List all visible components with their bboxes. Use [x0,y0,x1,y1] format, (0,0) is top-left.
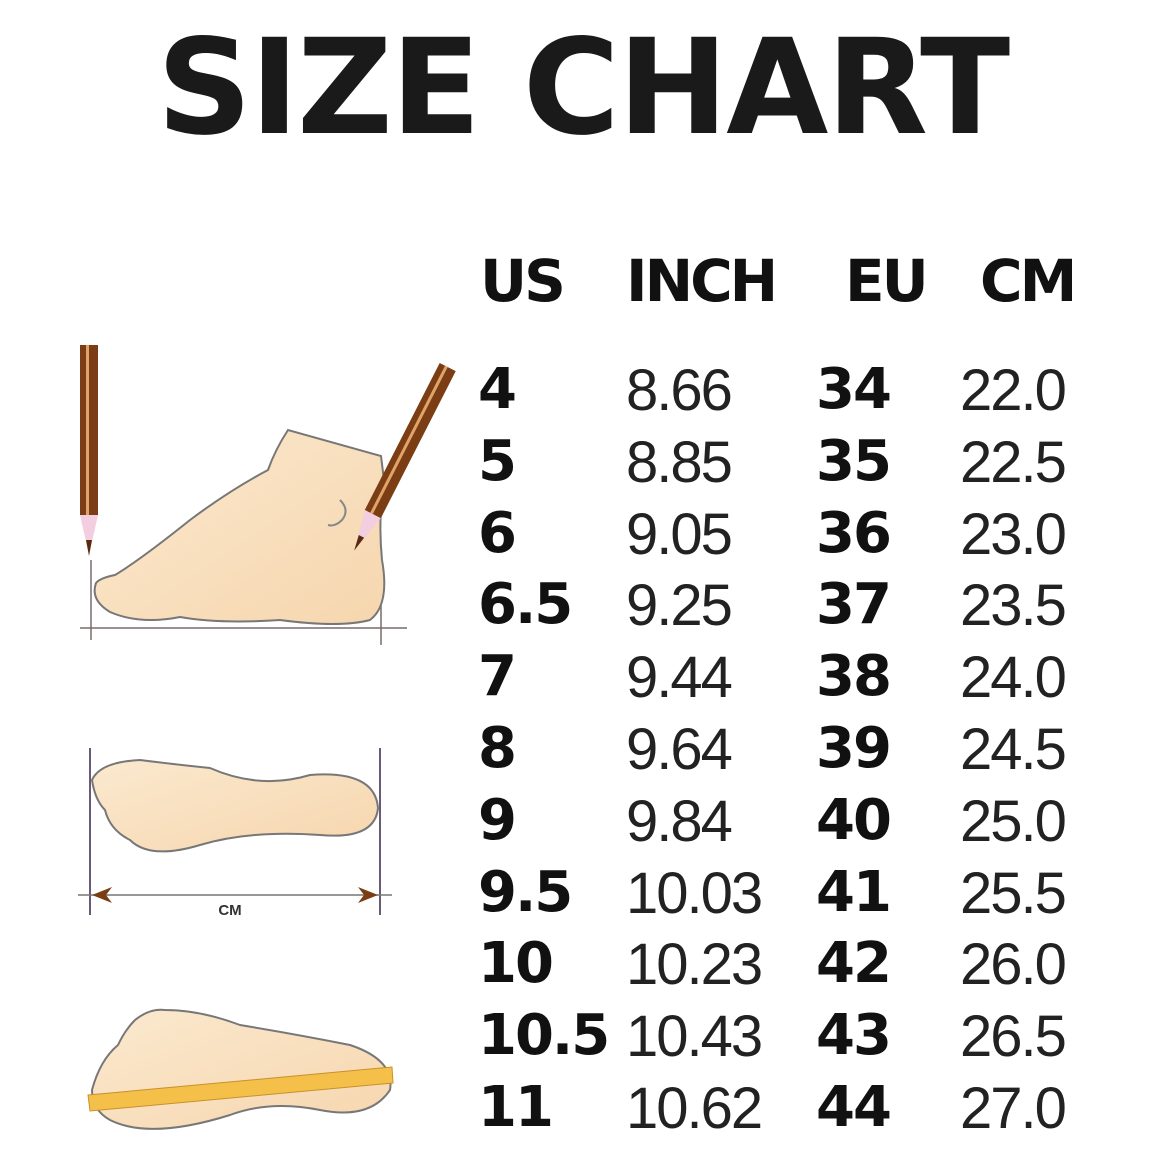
cell-cm: 25.5 [960,860,1067,926]
cell-cm: 22.0 [960,358,1067,423]
column-header-inch: INCH [626,247,778,315]
cell-eu: 39 [816,716,892,781]
cell-inch: 9.05 [626,501,733,567]
cell-inch: 10.43 [626,1004,763,1070]
cell-inch: 9.64 [626,717,733,782]
foot-sole-view: CM [78,748,392,919]
measuring-tape-icon [87,1066,394,1112]
cell-eu: 42 [816,931,892,997]
column-header-us: US [480,247,566,315]
cell-us: 10.5 [478,1003,610,1069]
cell-eu: 34 [816,357,892,422]
cell-inch: 10.03 [626,860,763,926]
cell-us: 9 [478,787,517,853]
cell-us: 11 [478,1075,554,1140]
cell-cm: 27.0 [960,1076,1067,1141]
cell-cm: 25.0 [960,788,1067,854]
cell-inch: 9.84 [626,788,733,854]
cell-us: 10 [478,931,554,997]
pencil-icon [80,345,98,556]
pencil-icon [354,363,456,551]
foot-ruler-view [87,1008,394,1130]
cell-inch: 9.25 [626,573,733,639]
measure-label: CM [218,902,241,919]
cell-inch: 10.23 [626,932,763,998]
cell-us: 9.5 [478,859,573,925]
cell-cm: 26.5 [960,1004,1067,1070]
cell-cm: 24.0 [960,645,1067,711]
cell-eu: 41 [816,859,892,925]
cell-eu: 40 [816,787,892,853]
cell-us: 8 [478,716,517,781]
cell-eu: 35 [816,428,892,494]
cell-inch: 8.85 [626,429,733,495]
cell-cm: 24.5 [960,717,1067,782]
cell-us: 5 [478,428,517,494]
column-header-eu: EU [845,247,929,315]
cell-inch: 8.66 [626,358,733,423]
cell-eu: 38 [816,644,892,710]
column-header-cm: CM [980,247,1077,315]
cell-cm: 26.0 [960,932,1067,998]
cell-us: 7 [478,644,517,710]
cell-eu: 36 [816,500,892,566]
cell-inch: 10.62 [626,1076,763,1141]
cell-us: 4 [478,357,517,422]
cell-us: 6 [478,500,517,566]
cell-inch: 9.44 [626,645,733,711]
cell-cm: 23.0 [960,501,1067,567]
cell-eu: 44 [816,1075,892,1140]
foot-measurement-illustration: CM [78,345,456,1130]
cell-us: 6.5 [478,572,573,638]
cell-eu: 43 [816,1003,892,1069]
page-title: SIZE CHART [156,11,1010,165]
cell-cm: 23.5 [960,573,1067,639]
foot-side-view [80,345,456,645]
cell-eu: 37 [816,572,892,638]
cell-cm: 22.5 [960,429,1067,495]
